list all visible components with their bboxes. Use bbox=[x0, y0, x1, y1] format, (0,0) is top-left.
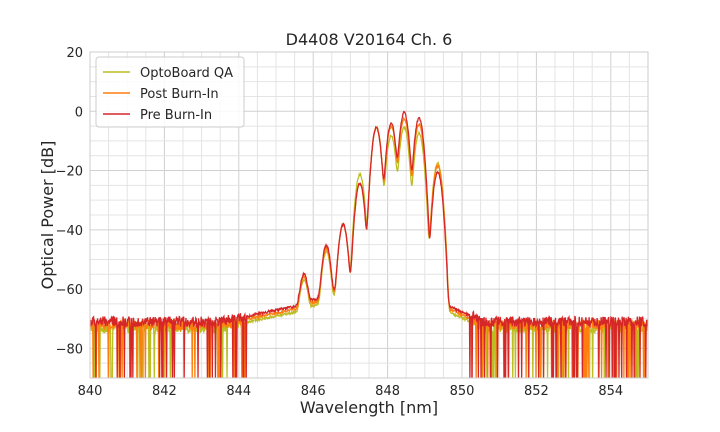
y-tick-label: 0 bbox=[75, 105, 83, 120]
y-tick-label: −40 bbox=[56, 224, 83, 239]
x-tick-label: 840 bbox=[78, 384, 103, 399]
plot-frame bbox=[89, 51, 649, 379]
x-tick-label: 850 bbox=[450, 384, 475, 399]
x-tick-label: 846 bbox=[301, 384, 326, 399]
legend: OptoBoard QA Post Burn-In Pre Burn-In bbox=[95, 56, 245, 128]
chart-title: D4408 V20164 Ch. 6 bbox=[286, 30, 453, 49]
x-tick-label: 848 bbox=[375, 384, 400, 399]
y-tick-label: 20 bbox=[66, 46, 83, 61]
y-tick-label: −20 bbox=[56, 165, 83, 180]
legend-label: Pre Burn-In bbox=[140, 108, 212, 123]
series-line-3 bbox=[90, 110, 648, 378]
x-tick-label: 844 bbox=[226, 384, 251, 399]
x-tick-label: 854 bbox=[598, 384, 623, 399]
legend-label: OptoBoard QA bbox=[140, 66, 233, 81]
legend-box bbox=[95, 56, 245, 128]
y-tick-label: −60 bbox=[56, 283, 83, 298]
x-tick-label: 842 bbox=[152, 384, 177, 399]
x-tick-label: 852 bbox=[524, 384, 549, 399]
tick-labels: 840 842 844 846 848 850 852 854 −80 −60 −40 −20 0 20 bbox=[56, 46, 624, 399]
legend-label: Post Burn-In bbox=[140, 87, 219, 102]
x-axis-label: Wavelength [nm] bbox=[300, 398, 438, 417]
series-lines bbox=[90, 110, 648, 378]
y-tick-label: −80 bbox=[56, 342, 83, 357]
y-axis-label: Optical Power [dB] bbox=[38, 141, 57, 290]
